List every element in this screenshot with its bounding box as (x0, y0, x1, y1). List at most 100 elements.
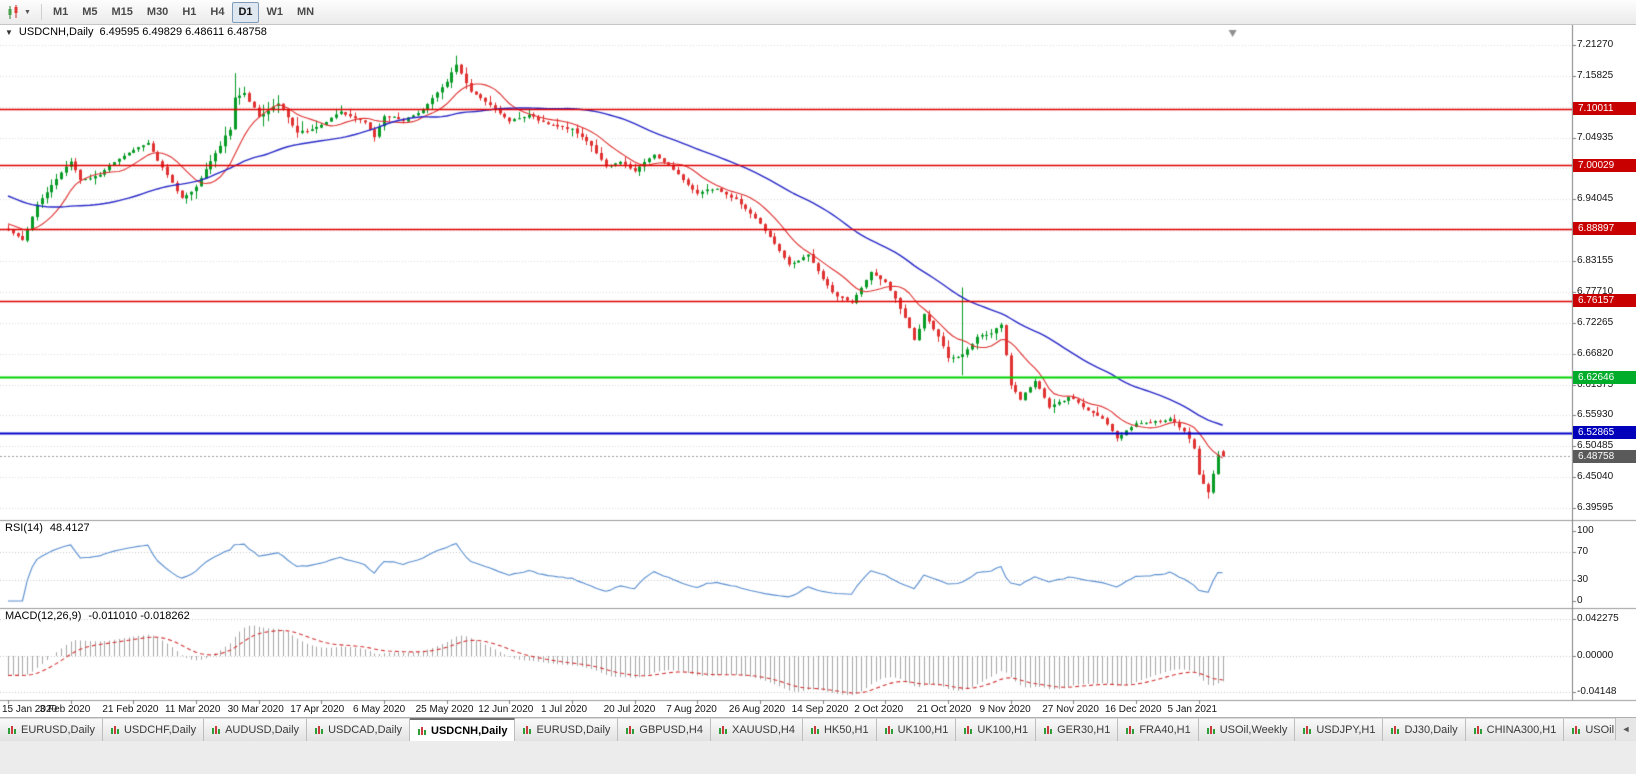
price-level-badge-6.62646: 6.62646 (1573, 370, 1636, 384)
chart-tab-icon (8, 726, 16, 734)
time-axis-label: 3 Feb 2020 (39, 704, 91, 715)
chart-tab-icon (1044, 726, 1053, 734)
chart-tab-icon (810, 726, 819, 734)
chart-tab-ger30-h1[interactable]: GER30,H1 (1036, 718, 1119, 741)
chart-symbol-label: USDCNH,Daily (18, 26, 94, 38)
chart-tab-label: UK100,H1 (897, 724, 949, 736)
price-axis-label: 6.77710 (1577, 285, 1614, 297)
collapse-icon[interactable]: ▼ (5, 27, 13, 37)
timeframe-button-m1[interactable]: M1 (52, 6, 69, 18)
price-axis-label: 6.94045 (1577, 193, 1614, 205)
price-level-badge-7.00029: 7.00029 (1573, 158, 1636, 172)
timeframe-button-h1[interactable]: H1 (182, 6, 197, 18)
time-axis-label: 14 Sep 2020 (791, 704, 849, 715)
chart-tab-dj30-daily[interactable]: DJ30,Daily (1383, 718, 1466, 741)
macd-indicator-label: MACD(12,26,9) -0.011010 -0.018262 (5, 610, 190, 622)
rsi-axis-label: 30 (1577, 574, 1589, 585)
timeframe-button-h4[interactable]: H4 (210, 6, 225, 18)
chart-tab-label: XAUUSD,H4 (731, 724, 795, 736)
chart-window: ▼ USDCNH,Daily 6.49595 6.49829 6.48611 6… (0, 24, 1636, 717)
chart-tab-china300-h1[interactable]: CHINA300,H1 (1465, 718, 1565, 741)
chart-tab-fra40-h1[interactable]: FRA40,H1 (1118, 718, 1199, 741)
current-price-badge: 6.48758 (1573, 449, 1636, 463)
chart-tab-icon (884, 726, 893, 734)
chart-tab-icon (1473, 726, 1482, 734)
chart-title: ▼ USDCNH,Daily 6.49595 6.49829 6.48611 6… (5, 26, 267, 38)
chart-tab-icon (964, 726, 973, 734)
chart-tab-label: CHINA300,H1 (1486, 724, 1557, 736)
price-level-badge-6.88897: 6.88897 (1573, 222, 1636, 236)
chart-ohlc-values: 6.49595 6.49829 6.48611 6.48758 (99, 26, 267, 38)
chart-tab-label: FRA40,H1 (1139, 724, 1191, 736)
chart-tab-icon (1572, 726, 1581, 734)
timeframe-button-m30[interactable]: M30 (146, 6, 169, 18)
timeframe-button-d1[interactable]: D1 (232, 1, 259, 23)
price-level-badge-7.10011: 7.10011 (1573, 102, 1636, 116)
rsi-axis-label: 100 (1577, 525, 1594, 536)
status-bar (0, 740, 1636, 774)
chart-tab-hk50-h1[interactable]: HK50,H1 (802, 718, 877, 741)
chart-tab-icon (718, 726, 727, 734)
macd-axis-label: 0.042275 (1577, 613, 1619, 625)
chart-tab-bar: EURUSD,Daily USDCHF,Daily AUDUSD,Daily USDC… (0, 717, 1636, 741)
chart-tab-icon (1391, 726, 1400, 734)
chart-tab-icon (315, 726, 324, 734)
timeframe-button-m5[interactable]: M5 (82, 6, 98, 18)
time-axis-label: 6 May 2020 (352, 704, 406, 715)
chart-tab-eurusd-daily[interactable]: EURUSD,Daily (0, 718, 103, 741)
chart-type-button[interactable]: ▼ (0, 0, 37, 24)
price-axis-label: 6.55930 (1577, 409, 1614, 421)
price-axis-label: 7.04935 (1577, 131, 1614, 143)
toolbar-separator (40, 4, 42, 20)
macd-axis-label: -0.04148 (1577, 686, 1617, 698)
macd-indicator-value: -0.011010 -0.018262 (88, 610, 190, 622)
chart-tab-xauusd-h4[interactable]: XAUUSD,H4 (710, 718, 803, 741)
chart-tab-label: UK100,H1 (977, 724, 1029, 736)
chart-tab-usdjpy-h1[interactable]: USDJPY,H1 (1295, 718, 1384, 741)
time-axis-label: 16 Dec 2020 (1104, 704, 1162, 715)
price-axis-label: 6.45040 (1577, 471, 1614, 483)
chart-tab-audusd-daily[interactable]: AUDUSD,Daily (204, 718, 308, 741)
toolbar: ▼ M1 M5 M15 M30 H1 H4 D1 W1 MN (0, 0, 1636, 25)
timeframe-buttons: M1 M5 M15 M30 H1 H4 D1 W1 MN (46, 1, 321, 23)
time-axis-label: 17 Apr 2020 (290, 704, 345, 715)
tab-scroll-left-button[interactable]: ◄ (1615, 718, 1636, 740)
timeframe-button-w1[interactable]: W1 (266, 6, 284, 18)
chart-tab-label: USOil,Weekly (1219, 724, 1288, 736)
rsi-indicator-name: RSI(14) (5, 522, 43, 534)
price-axis-label: 7.21270 (1577, 39, 1614, 50)
price-axis-label: 6.39595 (1577, 502, 1614, 513)
time-axis-label: 11 Mar 2020 (164, 704, 221, 715)
time-axis-label: 2 Oct 2020 (854, 704, 904, 715)
chart-tab-icon (418, 726, 427, 735)
timeframe-button-mn[interactable]: MN (297, 6, 315, 18)
macd-axis-label: 0.00000 (1577, 650, 1614, 661)
chart-tab-gbpusd-h4[interactable]: GBPUSD,H4 (618, 718, 711, 741)
time-axis-label: 9 Nov 2020 (979, 704, 1031, 715)
chart-tab-usdcnh-daily[interactable]: USDCNH,Daily (410, 718, 516, 741)
chart-tab-label: EURUSD,Daily (21, 724, 95, 736)
chart-tab-eurusd-daily[interactable]: EURUSD,Daily (515, 718, 619, 741)
price-axis-label: 7.15825 (1577, 69, 1614, 81)
chart-tab-icon (1206, 726, 1215, 734)
candlestick-chart-icon (8, 4, 18, 19)
chart-tab-icon (110, 726, 119, 734)
chart-tab-label: USDJPY,H1 (1316, 724, 1376, 736)
chevron-down-icon: ▼ (24, 8, 31, 16)
macd-indicator-name: MACD(12,26,9) (5, 610, 82, 622)
chart-tab-usoil-weekly[interactable]: USOil,Weekly (1198, 718, 1296, 741)
chart-tab-label: DJ30,Daily (1404, 724, 1458, 736)
chart-tab-uk100-h1[interactable]: UK100,H1 (876, 718, 957, 741)
time-axis-label: 27 Nov 2020 (1042, 704, 1099, 715)
chart-tab-usdchf-daily[interactable]: USDCHF,Daily (102, 718, 205, 741)
chart-tab-icon (626, 726, 635, 734)
time-axis-label: 20 Jul 2020 (603, 704, 656, 715)
price-chart-canvas[interactable] (0, 24, 1636, 717)
chart-tab-uk100-h1[interactable]: UK100,H1 (956, 718, 1037, 741)
rsi-axis-label: 70 (1577, 546, 1589, 557)
time-axis-label: 1 Jul 2020 (540, 704, 588, 715)
time-axis-label: 21 Oct 2020 (916, 704, 972, 715)
chart-tab-usdcad-daily[interactable]: USDCAD,Daily (307, 718, 411, 741)
time-axis-label: 21 Feb 2020 (102, 704, 159, 715)
timeframe-button-m15[interactable]: M15 (111, 6, 133, 18)
